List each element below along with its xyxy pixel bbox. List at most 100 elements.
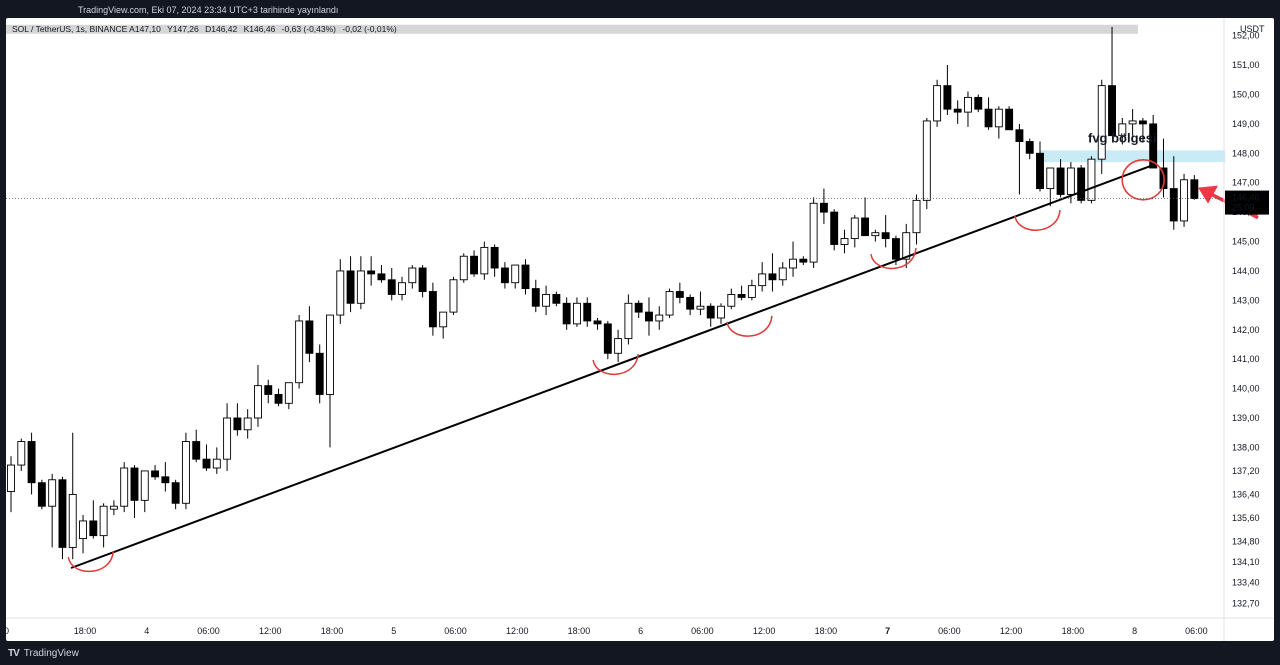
candle-body (428, 291, 437, 328)
candle (367, 256, 376, 286)
last-price-value: 146,46 (1232, 193, 1260, 203)
candle-body (665, 291, 674, 316)
candle-body (223, 417, 232, 460)
candle (583, 297, 592, 327)
candle (254, 365, 262, 427)
candle (624, 294, 633, 345)
candle (356, 256, 365, 310)
last-price-countdown: 25:09 (1232, 203, 1255, 213)
candle-body (243, 417, 252, 431)
candle-body (902, 232, 911, 260)
symbol-legend[interactable]: SOL / TetherUS, 1s, BINANCE A147,10 Y147… (12, 24, 401, 34)
candle-body (758, 273, 767, 287)
candle-body (171, 482, 180, 504)
price-tick-label: 136,40 (1232, 489, 1260, 499)
candle-body (1036, 152, 1044, 190)
candle (192, 429, 201, 463)
candle-body (614, 338, 623, 354)
candle (974, 94, 983, 113)
time-tick-label: 12:00 (1000, 626, 1023, 636)
candle-body (192, 441, 201, 460)
candle (336, 259, 345, 324)
candle (573, 297, 581, 327)
candle (408, 265, 417, 289)
fvg-circle (1121, 158, 1165, 201)
price-tick-label: 145,00 (1232, 237, 1260, 247)
price-tick-label: 143,00 (1232, 295, 1260, 305)
price-tick-label: 134,80 (1232, 537, 1260, 547)
candle-body (974, 96, 983, 110)
candle (645, 297, 653, 336)
price-chart[interactable]: fvg bölgesi USDT 132,70 133,40 134,10 134,80… (6, 18, 1274, 641)
candle (243, 409, 252, 439)
candle-body (881, 232, 890, 240)
candle (696, 291, 705, 316)
candle (634, 300, 643, 318)
time-tick-label: 7 (885, 626, 890, 636)
candle-body (675, 291, 684, 298)
candle-body (1005, 108, 1014, 131)
annotation-group: fvg bölgesi (6, 130, 1259, 573)
candle-body (645, 311, 653, 322)
candle (377, 265, 386, 283)
candle (418, 265, 427, 298)
time-tick-label: 18:00 (321, 626, 344, 636)
candle-body (552, 294, 561, 304)
candle (809, 197, 818, 268)
candle-body (511, 264, 520, 284)
candle (552, 291, 561, 307)
time-tick-label: :00 (6, 626, 9, 636)
candle-body (202, 458, 211, 469)
candle (79, 515, 87, 554)
candle-body (531, 288, 540, 307)
fvg-label: fvg bölgesi (1088, 130, 1157, 145)
candle-body (1149, 123, 1158, 169)
candle (850, 215, 859, 248)
candle (109, 500, 118, 516)
price-tick-label: 135,60 (1232, 513, 1260, 523)
candle (542, 285, 551, 316)
candle-body (655, 314, 664, 322)
time-tick-label: 06:00 (938, 626, 961, 636)
candle-body (1046, 167, 1055, 190)
time-axis[interactable]: :00 18:00 4 06:00 12:00 18:00 5 06:00 12:00 18:00… (6, 617, 1274, 636)
price-tick-label: 139,00 (1232, 413, 1260, 423)
candle (284, 382, 293, 410)
candle (655, 306, 664, 330)
candle-body (418, 267, 427, 292)
time-tick-label: 06:00 (691, 626, 714, 636)
candle-body (1190, 179, 1199, 200)
candle-body (789, 258, 797, 269)
candle (1087, 156, 1096, 204)
candle-body (542, 294, 551, 307)
candle-body (99, 505, 108, 537)
candle (233, 403, 242, 436)
candle-body (809, 202, 818, 263)
symbol-name[interactable]: SOL / TetherUS, 1s, BINANCE (12, 24, 128, 34)
last-price-badge (1225, 190, 1269, 215)
candle-body (48, 479, 57, 507)
price-axis[interactable]: USDT 132,70 133,40 134,10 134,80 135,60 136,40… (1223, 18, 1269, 641)
candle-body (583, 302, 592, 322)
candle (531, 279, 540, 313)
time-tick-label: 06:00 (1185, 626, 1208, 636)
time-tick-label: 12:00 (506, 626, 529, 636)
high-key: Y (167, 24, 173, 34)
candle (500, 262, 509, 289)
candle (1025, 138, 1034, 160)
candle (912, 194, 921, 245)
time-tick-label: 6 (638, 626, 643, 636)
candle-body (830, 211, 839, 245)
currency-label: USDT (1240, 24, 1265, 34)
chart-frame[interactable]: fvg bölgesi USDT 132,70 133,40 134,10 134,80… (6, 18, 1274, 641)
candle-body (315, 352, 324, 395)
candle-body (861, 217, 870, 237)
candle (37, 479, 46, 510)
candle (181, 432, 190, 510)
price-tick-label: 133,40 (1232, 578, 1260, 588)
time-tick-label: 4 (144, 626, 149, 636)
candle (871, 229, 880, 242)
time-tick-label: 8 (1132, 626, 1137, 636)
brand[interactable]: TV TradingView (8, 648, 79, 659)
candle (881, 215, 890, 248)
